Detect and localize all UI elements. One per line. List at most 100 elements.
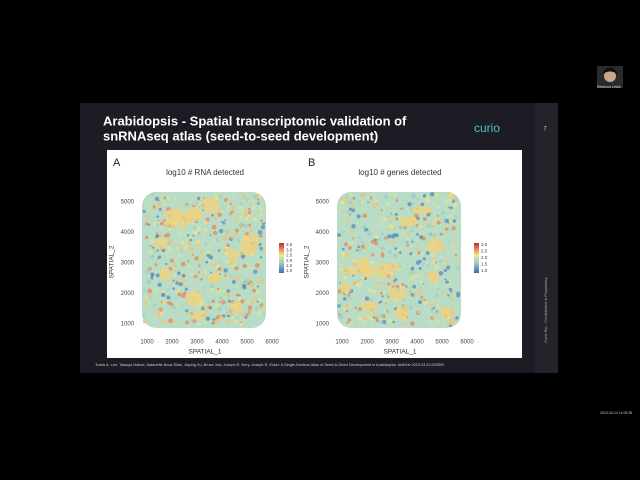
spot bbox=[252, 194, 258, 199]
spot bbox=[159, 312, 163, 316]
spot bbox=[384, 259, 387, 262]
spot bbox=[257, 230, 263, 235]
spot bbox=[456, 239, 459, 242]
y-tick-label: 1000 bbox=[316, 322, 330, 328]
spot bbox=[239, 216, 244, 221]
spot bbox=[412, 284, 417, 289]
colorbar-tick-label: 3.0 bbox=[481, 242, 488, 247]
spot bbox=[436, 204, 441, 209]
spot bbox=[192, 204, 195, 208]
spot bbox=[402, 298, 406, 302]
spot bbox=[185, 203, 189, 206]
spot bbox=[181, 273, 186, 278]
spot bbox=[391, 195, 395, 199]
spot bbox=[177, 280, 181, 283]
spot bbox=[426, 196, 430, 200]
spot bbox=[227, 299, 231, 303]
spot bbox=[211, 214, 214, 217]
spot bbox=[401, 206, 406, 211]
spot bbox=[149, 198, 152, 201]
y-tick-label: 4000 bbox=[121, 230, 135, 236]
spot bbox=[156, 222, 160, 226]
spot bbox=[376, 201, 379, 205]
spot bbox=[377, 278, 382, 283]
spot bbox=[374, 313, 378, 317]
spot bbox=[235, 293, 239, 297]
spot bbox=[349, 321, 354, 326]
spot bbox=[352, 261, 358, 267]
spot bbox=[386, 215, 390, 219]
colorbar bbox=[474, 243, 479, 273]
spot bbox=[446, 225, 450, 229]
spot bbox=[436, 307, 440, 310]
spot bbox=[370, 288, 374, 292]
spot-cluster bbox=[159, 267, 172, 281]
spot bbox=[177, 252, 183, 257]
spot bbox=[428, 232, 433, 236]
spot bbox=[251, 312, 255, 316]
spot-cluster bbox=[399, 216, 419, 227]
spot bbox=[142, 314, 146, 317]
spot-cluster bbox=[412, 206, 432, 215]
spot bbox=[405, 240, 410, 244]
spot bbox=[382, 290, 386, 295]
spot bbox=[447, 198, 451, 202]
spot bbox=[410, 228, 414, 233]
spot bbox=[220, 268, 224, 272]
spot bbox=[158, 225, 163, 230]
spot bbox=[394, 247, 398, 250]
spot bbox=[218, 228, 224, 234]
spot bbox=[338, 287, 341, 290]
spot bbox=[258, 212, 263, 216]
spot bbox=[148, 250, 153, 255]
spot bbox=[142, 319, 147, 324]
y-axis-label: SPATIAL_2 bbox=[304, 245, 311, 278]
spot bbox=[366, 196, 371, 201]
spot bbox=[350, 198, 354, 201]
spot bbox=[389, 259, 392, 262]
slide-title: snRNAseq atlas (seed-to-seed development… bbox=[103, 128, 378, 143]
spot bbox=[364, 246, 368, 250]
spot bbox=[240, 312, 245, 318]
spot bbox=[212, 215, 217, 220]
spot bbox=[221, 300, 226, 305]
spot bbox=[456, 266, 460, 270]
spot bbox=[422, 300, 428, 306]
spot bbox=[414, 270, 417, 274]
spot-cluster bbox=[360, 301, 378, 312]
spot bbox=[337, 304, 341, 308]
spot bbox=[444, 261, 447, 265]
spot bbox=[425, 272, 428, 275]
spot bbox=[442, 319, 446, 323]
spot bbox=[343, 297, 347, 301]
spot bbox=[387, 234, 392, 239]
spot bbox=[239, 285, 243, 289]
spot bbox=[380, 246, 386, 251]
spot bbox=[231, 205, 235, 209]
x-tick-label: 5000 bbox=[435, 340, 449, 346]
spot bbox=[194, 256, 199, 261]
spot bbox=[204, 243, 208, 247]
spot bbox=[230, 235, 235, 240]
spot bbox=[364, 296, 369, 301]
spot bbox=[341, 256, 345, 260]
spot bbox=[420, 295, 424, 299]
spot bbox=[148, 296, 152, 299]
spot bbox=[195, 273, 198, 277]
spot bbox=[238, 205, 243, 211]
spot bbox=[142, 261, 146, 264]
spot bbox=[202, 318, 207, 324]
spot bbox=[453, 318, 457, 321]
colorbar-tick-label: 2.0 bbox=[481, 255, 488, 260]
spot bbox=[367, 201, 370, 204]
spot bbox=[186, 311, 191, 316]
spot bbox=[406, 243, 410, 247]
spot bbox=[419, 272, 423, 276]
spot bbox=[197, 271, 201, 274]
spot bbox=[189, 247, 194, 252]
spot bbox=[451, 244, 455, 248]
x-tick-label: 3000 bbox=[190, 340, 204, 346]
spot bbox=[181, 293, 186, 298]
spot bbox=[451, 195, 457, 200]
spot bbox=[176, 246, 181, 251]
